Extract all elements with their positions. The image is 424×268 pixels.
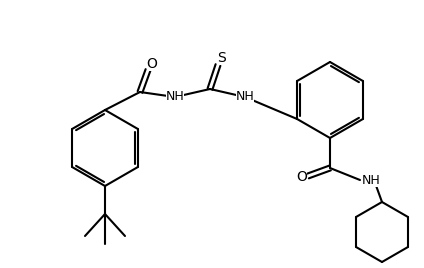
- Text: O: O: [147, 57, 157, 71]
- Text: NH: NH: [166, 91, 184, 103]
- Text: NH: NH: [236, 91, 254, 103]
- Text: S: S: [218, 51, 226, 65]
- Text: O: O: [296, 170, 307, 184]
- Text: NH: NH: [362, 173, 381, 187]
